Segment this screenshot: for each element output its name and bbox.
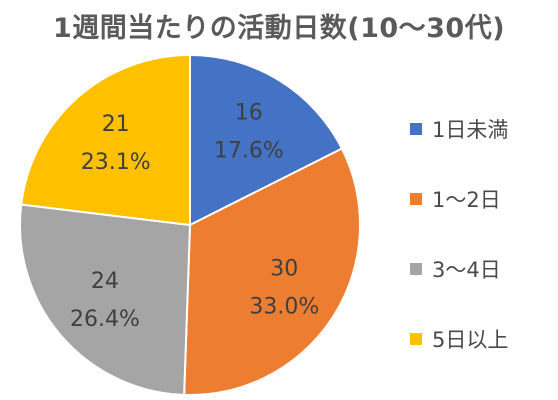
legend-label: 5日以上 bbox=[432, 328, 509, 352]
legend-item: 3～4日 bbox=[410, 254, 508, 284]
pie-slice bbox=[183, 147, 361, 396]
legend-item: 5日以上 bbox=[410, 324, 508, 354]
legend-label: 1日未満 bbox=[432, 118, 509, 142]
legend-item: 1日未満 bbox=[410, 114, 508, 144]
chart-legend: 1日未満 1～2日 3～4日 5日以上 bbox=[410, 114, 508, 394]
legend-swatch-3 bbox=[410, 263, 422, 275]
chart-title: 1週間当たりの活動日数(10～30代) bbox=[52, 13, 506, 44]
slice-percent-label: 23.1% bbox=[81, 150, 151, 175]
legend-label: 1～2日 bbox=[432, 188, 501, 212]
pie-slice bbox=[189, 53, 344, 227]
slice-value-label: 16 bbox=[235, 101, 263, 126]
legend-swatch-1 bbox=[410, 123, 422, 135]
slice-percent-label: 33.0% bbox=[249, 294, 319, 319]
slice-percent-label: 17.6% bbox=[214, 139, 284, 164]
slice-value-label: 21 bbox=[102, 112, 130, 137]
slice-percent-label: 26.4% bbox=[70, 307, 140, 332]
pie-slice bbox=[20, 53, 191, 227]
legend-swatch-4 bbox=[410, 333, 422, 345]
slice-value-label: 30 bbox=[270, 256, 298, 281]
pie-slice bbox=[19, 203, 192, 396]
legend-item: 1～2日 bbox=[410, 184, 508, 214]
slice-value-label: 24 bbox=[91, 269, 119, 294]
legend-label: 3～4日 bbox=[432, 258, 501, 282]
legend-swatch-2 bbox=[410, 193, 422, 205]
